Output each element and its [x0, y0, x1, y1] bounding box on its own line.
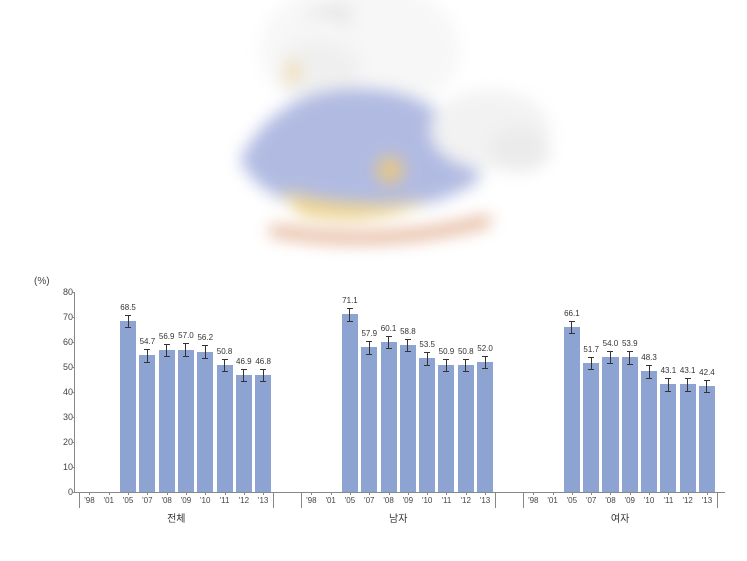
bar [139, 355, 155, 492]
plot-area: 01020304050607080'98'01'0568.5'0754.7'08… [74, 292, 725, 493]
bar [236, 375, 252, 492]
x-tick-label: '07 [142, 496, 152, 505]
bar-value-label: 50.8 [458, 347, 474, 356]
background-mascot-image [120, 0, 600, 280]
bar-value-label: 50.9 [439, 347, 455, 356]
bar [602, 357, 618, 492]
y-tick-label: 60 [53, 337, 73, 347]
x-tick-label: '05 [345, 496, 355, 505]
bar [458, 365, 474, 492]
bar [564, 327, 580, 492]
bar-value-label: 68.5 [120, 303, 136, 312]
x-tick-label: '10 [644, 496, 654, 505]
x-tick-label: '13 [258, 496, 268, 505]
x-tick-label: '13 [480, 496, 490, 505]
bar [361, 347, 377, 492]
bar-value-label: 57.9 [361, 329, 377, 338]
x-tick-label: '12 [682, 496, 692, 505]
y-tick-label: 0 [53, 487, 73, 497]
bar [159, 350, 175, 492]
bar [381, 342, 397, 492]
x-tick-label: '98 [528, 496, 538, 505]
bar-value-label: 71.1 [342, 296, 358, 305]
bar-value-label: 51.7 [583, 345, 599, 354]
bar-value-label: 66.1 [564, 309, 580, 318]
y-tick-label: 70 [53, 312, 73, 322]
x-tick-label: '11 [220, 496, 230, 505]
x-tick-label: '09 [181, 496, 191, 505]
bar-value-label: 42.4 [699, 368, 715, 377]
bar [680, 384, 696, 492]
x-tick-label: '10 [422, 496, 432, 505]
x-tick-label: '11 [442, 496, 452, 505]
x-tick-label: '01 [547, 496, 557, 505]
bar [622, 357, 638, 492]
x-tick-label: '08 [383, 496, 393, 505]
x-tick-label: '01 [104, 496, 114, 505]
x-tick-label: '01 [325, 496, 335, 505]
x-tick-label: '08 [605, 496, 615, 505]
y-tick-label: 30 [53, 412, 73, 422]
bar-value-label: 56.9 [159, 332, 175, 341]
x-tick-label: '09 [625, 496, 635, 505]
bar-value-label: 46.9 [236, 357, 252, 366]
bar-chart: (%) 01020304050607080'98'01'0568.5'0754.… [50, 290, 730, 540]
bar [120, 321, 136, 492]
bar-value-label: 48.3 [641, 353, 657, 362]
bar-value-label: 56.2 [197, 333, 213, 342]
x-tick-label: '09 [403, 496, 413, 505]
y-tick-label: 10 [53, 462, 73, 472]
x-tick-label: '98 [306, 496, 316, 505]
bar-value-label: 46.8 [255, 357, 271, 366]
y-tick-label: 20 [53, 437, 73, 447]
bar [342, 314, 358, 492]
bar [255, 375, 271, 492]
bar [178, 350, 194, 493]
bar-value-label: 58.8 [400, 327, 416, 336]
x-tick-label: '10 [200, 496, 210, 505]
y-tick-label: 40 [53, 387, 73, 397]
bar-value-label: 60.1 [381, 324, 397, 333]
bar [419, 358, 435, 492]
y-tick-label: 50 [53, 362, 73, 372]
bar [583, 363, 599, 492]
x-tick-label: '12 [239, 496, 249, 505]
group-label: 남자 [389, 510, 407, 525]
bar-value-label: 52.0 [477, 344, 493, 353]
bar [400, 345, 416, 492]
bar-value-label: 54.0 [603, 339, 619, 348]
page-root: (%) 01020304050607080'98'01'0568.5'0754.… [0, 0, 747, 561]
bar [699, 386, 715, 492]
bar-value-label: 57.0 [178, 331, 194, 340]
bar [217, 365, 233, 492]
group-label: 여자 [611, 510, 629, 525]
y-tick-label: 80 [53, 287, 73, 297]
bar [197, 352, 213, 493]
x-tick-label: '98 [84, 496, 94, 505]
group-label: 전체 [167, 510, 185, 525]
bar [477, 362, 493, 492]
bar-value-label: 50.8 [217, 347, 233, 356]
x-tick-label: '07 [586, 496, 596, 505]
bar [438, 365, 454, 492]
x-tick-label: '08 [161, 496, 171, 505]
bar-value-label: 43.1 [680, 366, 696, 375]
x-tick-label: '05 [123, 496, 133, 505]
x-tick-label: '05 [567, 496, 577, 505]
x-tick-label: '07 [364, 496, 374, 505]
y-axis-unit: (%) [34, 276, 50, 287]
bar-value-label: 43.1 [661, 366, 677, 375]
bar-value-label: 53.5 [419, 340, 435, 349]
x-tick-label: '13 [702, 496, 712, 505]
x-tick-label: '11 [663, 496, 673, 505]
bar-value-label: 53.9 [622, 339, 638, 348]
bar [641, 371, 657, 492]
bar [660, 384, 676, 492]
x-tick-label: '12 [461, 496, 471, 505]
bar-value-label: 54.7 [140, 337, 156, 346]
